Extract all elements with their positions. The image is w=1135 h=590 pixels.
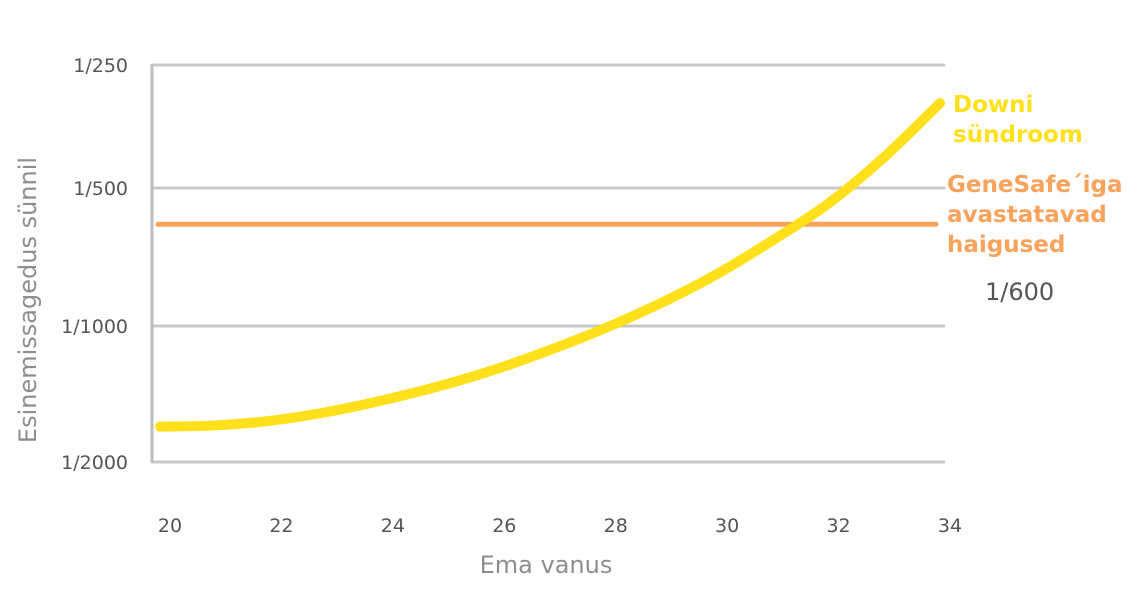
grid: [150, 63, 946, 464]
x-tick-label: 32: [826, 515, 850, 537]
y-tick-label: 1/1000: [61, 316, 128, 338]
legend-label-line: GeneSafe´iga: [947, 172, 1123, 198]
x-tick-label: 30: [715, 515, 739, 537]
annotation-1-600: 1/600: [985, 278, 1054, 306]
x-tick-label: 34: [938, 515, 962, 537]
series-lines: [155, 98, 945, 432]
x-tick-label: 24: [381, 515, 405, 537]
y-tick-labels: 1/250 1/500 1/1000 1/2000: [61, 55, 128, 474]
legend-label-line: haigused: [947, 232, 1065, 258]
x-tick-label: 28: [604, 515, 628, 537]
y-tick-label: 1/250: [73, 55, 128, 77]
x-tick-labels: 20 22 24 26 28 30 32 34: [158, 515, 962, 537]
y-tick-label: 1/500: [73, 178, 128, 200]
x-tick-label: 22: [269, 515, 293, 537]
x-tick-label: 26: [492, 515, 516, 537]
y-axis-label: Esinemissagedus sünnil: [14, 157, 42, 443]
legend-label-line: sündroom: [953, 122, 1083, 148]
series-line-down-syndrome: [155, 98, 945, 432]
x-axis-label: Ema vanus: [480, 551, 613, 579]
legend-label-down-syndrome: Downi sündroom: [953, 92, 1083, 148]
legend-label-line: avastatavad: [947, 202, 1107, 228]
y-tick-label: 1/2000: [61, 452, 128, 474]
x-tick-label: 20: [158, 515, 182, 537]
legend-label-line: Downi: [953, 92, 1033, 118]
legend-label-genesafe: GeneSafe´iga avastatavad haigused: [947, 172, 1123, 258]
